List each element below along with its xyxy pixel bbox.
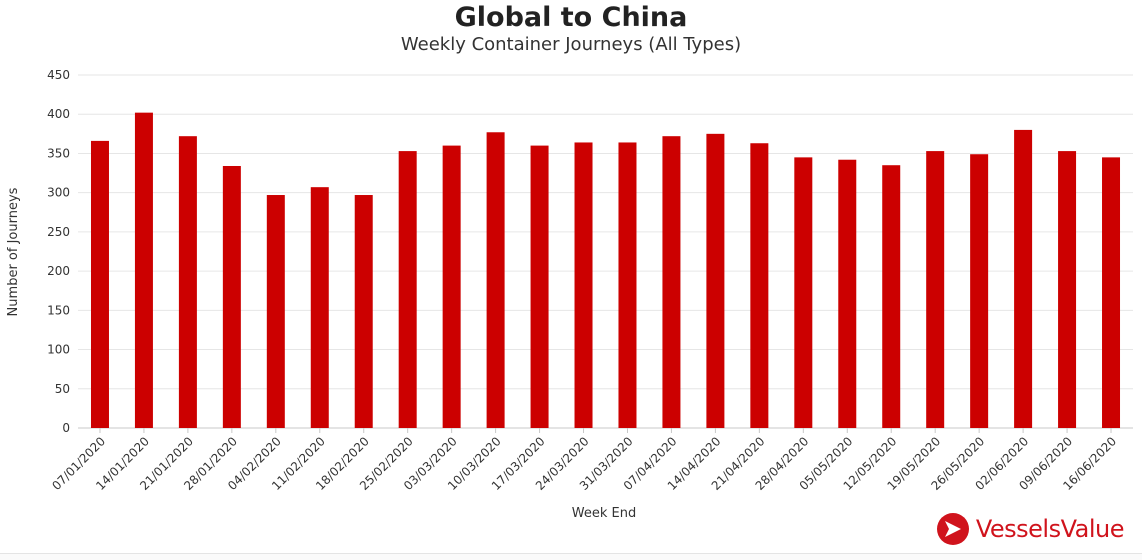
bar[interactable] [486,132,505,428]
bar[interactable] [310,187,329,428]
logo-text: VesselsValue [975,515,1125,543]
bar[interactable] [530,145,549,428]
bar[interactable] [398,151,417,428]
bar[interactable] [222,165,241,429]
bar[interactable] [442,145,461,428]
bar[interactable] [1014,129,1033,428]
bar[interactable] [574,142,593,428]
y-tick-label: 400 [47,107,70,121]
vesselsvalue-logo-icon [936,513,969,545]
bar[interactable] [354,195,373,428]
y-axis-ticks: 0 50 100 150 200 250 300 350 400 450 [47,68,70,435]
bar[interactable] [838,159,857,428]
bar[interactable] [618,142,637,428]
chart-subtitle: Weekly Container Journeys (All Types) [400,34,742,55]
bar[interactable] [134,112,153,429]
vesselsvalue-logo: VesselsValue [936,512,1125,546]
y-tick-label: 150 [47,303,70,317]
bars [90,112,1121,429]
bar[interactable] [1058,151,1077,428]
bottom-border [0,553,1142,560]
bar[interactable] [706,133,725,429]
y-axis-label: Number of Journeys [6,187,21,316]
x-axis-ticks: 07/01/202014/01/202021/01/202028/01/2020… [49,428,1119,493]
bar[interactable] [882,165,901,428]
bar[interactable] [1102,157,1121,428]
bar[interactable] [970,154,989,428]
bar[interactable] [794,157,813,428]
y-tick-label: 300 [47,186,70,200]
y-tick-label: 50 [55,382,70,396]
y-tick-label: 350 [47,146,70,160]
bar[interactable] [750,143,769,428]
y-tick-label: 250 [47,225,70,239]
bar[interactable] [926,151,945,428]
y-tick-label: 100 [47,343,70,357]
y-tick-label: 450 [47,68,70,82]
gridlines [78,74,1133,429]
x-axis-label: Week End [572,506,636,521]
chart-title: Global to China [454,2,688,33]
bar[interactable] [266,195,285,428]
bar[interactable] [90,140,109,429]
y-tick-label: 200 [47,264,70,278]
y-tick-label: 0 [62,421,70,435]
bar[interactable] [662,136,681,429]
bar[interactable] [178,136,197,429]
